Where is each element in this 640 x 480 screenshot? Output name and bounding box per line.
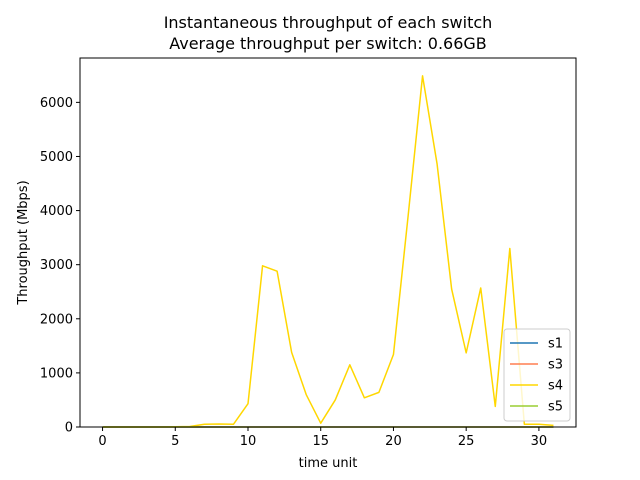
plot-area	[102, 75, 554, 428]
axes-frame	[79, 57, 577, 428]
y-tick-label: 5000	[40, 150, 73, 165]
y-tick-label: 6000	[40, 96, 73, 111]
x-tick-label: 15	[312, 434, 329, 449]
legend-label-s5: s5	[548, 400, 563, 415]
x-tick-label: 20	[385, 434, 402, 449]
x-tick-label: 25	[458, 434, 475, 449]
legend-box	[503, 328, 571, 422]
chart-title: Instantaneous throughput of each switch	[164, 13, 493, 32]
series-line-s4	[102, 75, 554, 428]
x-tick-label: 0	[98, 434, 106, 449]
y-tick-label: 4000	[40, 204, 73, 219]
legend-label-s4: s4	[548, 379, 563, 394]
y-tick-label: 1000	[40, 366, 73, 381]
x-tick-label: 10	[240, 434, 257, 449]
y-tick-label: 3000	[40, 258, 73, 273]
y-axis-label: Throughput (Mbps)	[16, 180, 31, 305]
y-tick-label: 0	[65, 421, 73, 436]
y-tick-label: 2000	[40, 312, 73, 327]
chart-subtitle: Average throughput per switch: 0.66GB	[169, 34, 487, 53]
x-axis-label: time unit	[299, 456, 358, 471]
legend-label-s1: s1	[548, 337, 563, 352]
x-tick-label: 30	[531, 434, 548, 449]
x-tick-label: 5	[171, 434, 179, 449]
x-axis: 0 5 10 15 20 25 30	[98, 427, 547, 449]
legend: s1 s3 s4 s5	[503, 328, 571, 422]
legend-label-s3: s3	[548, 358, 563, 373]
y-axis: 0 1000 2000 3000 4000 5000 6000	[40, 96, 80, 436]
